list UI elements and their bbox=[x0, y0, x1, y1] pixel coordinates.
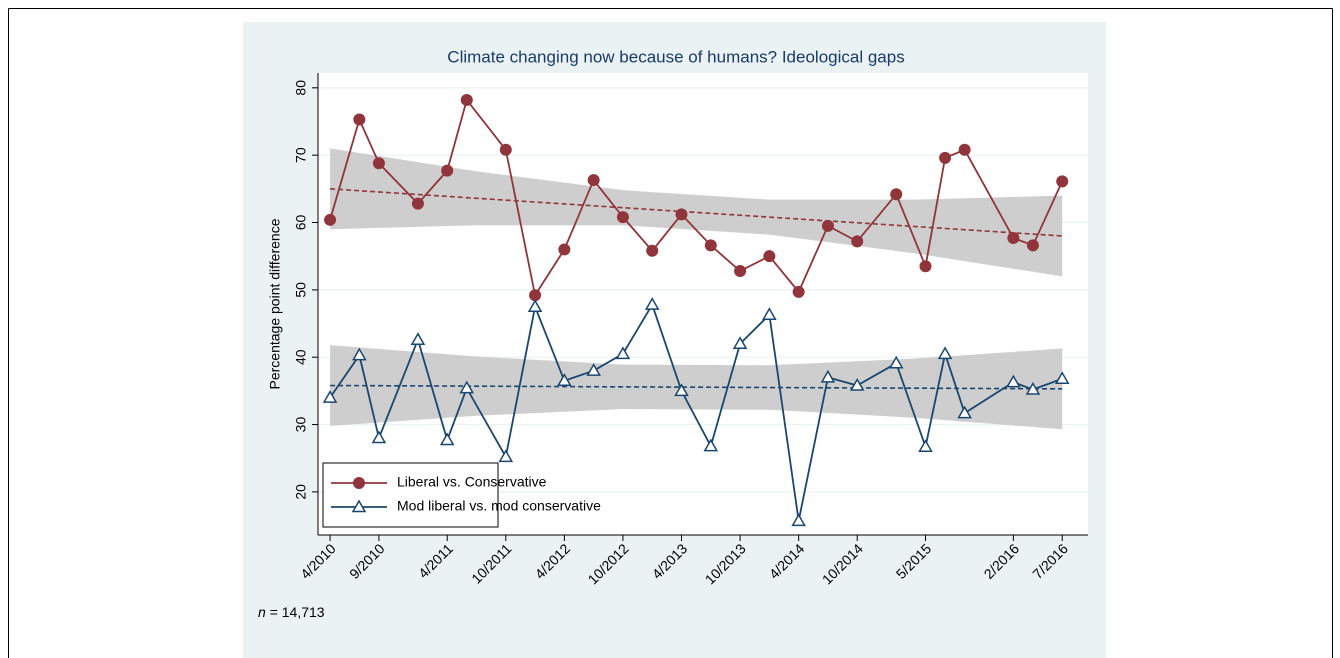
confidence-band bbox=[330, 148, 1063, 277]
point bbox=[587, 174, 600, 187]
trend-line bbox=[330, 384, 1063, 390]
y-tick-label: 40 bbox=[293, 349, 309, 365]
annotation-variable: n bbox=[258, 604, 266, 620]
point bbox=[1007, 232, 1020, 244]
point bbox=[958, 143, 971, 156]
point bbox=[352, 347, 367, 361]
series-line bbox=[329, 97, 1064, 298]
point bbox=[529, 289, 542, 302]
point bbox=[557, 373, 572, 387]
series-line bbox=[329, 302, 1063, 522]
point bbox=[1026, 239, 1039, 252]
point bbox=[957, 405, 972, 419]
legend-box bbox=[322, 462, 499, 528]
y-tick-label: 80 bbox=[293, 80, 309, 96]
point bbox=[324, 213, 337, 226]
point bbox=[937, 346, 953, 360]
point bbox=[732, 336, 748, 349]
legend-marker bbox=[353, 477, 365, 489]
point bbox=[644, 297, 660, 310]
annotation: n = 14,713 bbox=[258, 604, 325, 620]
point bbox=[888, 355, 904, 369]
y-tick-label: 30 bbox=[293, 417, 309, 433]
confidence-band bbox=[330, 345, 1063, 430]
point bbox=[459, 380, 475, 394]
point bbox=[371, 430, 387, 444]
point bbox=[762, 307, 777, 321]
point bbox=[411, 197, 424, 210]
point bbox=[791, 513, 806, 527]
trend-line bbox=[330, 188, 1063, 237]
legend-label: Mod liberal vs. mod conservative bbox=[397, 498, 601, 514]
point bbox=[820, 369, 836, 383]
point bbox=[353, 113, 366, 126]
point bbox=[499, 143, 512, 156]
legend-label: Liberal vs. Conservative bbox=[397, 474, 547, 490]
point bbox=[851, 235, 864, 248]
point bbox=[849, 377, 865, 391]
annotation-text: = 14,713 bbox=[270, 604, 325, 620]
chart-title: Climate changing now because of humans? … bbox=[447, 47, 904, 66]
point bbox=[558, 243, 571, 256]
point bbox=[918, 439, 933, 453]
point bbox=[792, 285, 805, 298]
point bbox=[646, 244, 659, 257]
point bbox=[586, 363, 601, 376]
point bbox=[1054, 371, 1070, 385]
y-tick-label: 70 bbox=[293, 147, 309, 163]
y-tick-label: 50 bbox=[293, 282, 309, 298]
point bbox=[616, 211, 629, 224]
point bbox=[372, 157, 385, 170]
point bbox=[821, 219, 834, 232]
y-tick-label: 60 bbox=[293, 215, 309, 231]
point bbox=[460, 93, 473, 106]
point bbox=[410, 332, 426, 345]
point bbox=[939, 151, 952, 164]
point bbox=[1006, 374, 1021, 388]
point bbox=[704, 239, 717, 252]
point bbox=[1056, 175, 1069, 188]
point bbox=[1025, 382, 1041, 395]
y-tick-label: 20 bbox=[293, 484, 309, 500]
point bbox=[734, 265, 747, 277]
y-axis-label: Percentage point difference bbox=[267, 218, 283, 389]
point bbox=[439, 432, 455, 446]
point bbox=[919, 260, 932, 273]
point bbox=[441, 164, 454, 177]
point bbox=[763, 250, 776, 263]
point bbox=[498, 449, 514, 463]
legend-marker bbox=[351, 499, 367, 513]
point bbox=[527, 299, 543, 312]
point bbox=[615, 346, 631, 360]
point bbox=[675, 208, 688, 221]
point bbox=[674, 383, 689, 397]
point bbox=[322, 390, 338, 403]
point bbox=[703, 438, 719, 452]
point bbox=[890, 188, 903, 201]
